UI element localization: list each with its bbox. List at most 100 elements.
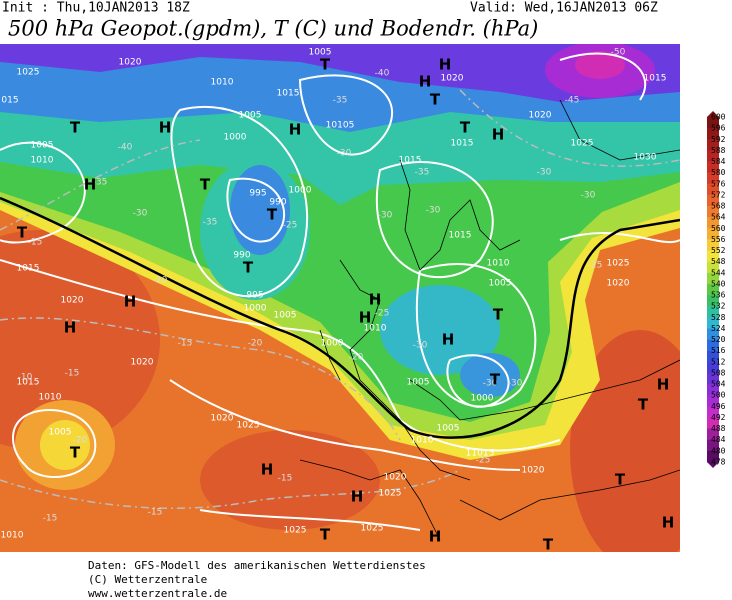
colorbar-segment	[707, 406, 719, 418]
pressure-label: 990	[269, 198, 286, 208]
valid-time: Valid: Wed,16JAN2013 06Z	[470, 1, 658, 16]
pressure-label: 1015	[451, 139, 474, 149]
pressure-center: T	[320, 56, 331, 74]
pressure-label: 1015	[399, 156, 422, 166]
colorbar-label: 536	[711, 291, 726, 300]
pressure-center: H	[84, 176, 97, 194]
colorbar-segment	[707, 194, 719, 207]
pressure-label: 1010	[39, 393, 62, 403]
colorbar-label: 484	[711, 435, 726, 444]
colorbar-label: 528	[711, 313, 726, 322]
pressure-label: 11015	[466, 449, 495, 459]
pressure-center: T	[493, 306, 504, 324]
colorbar-label: 504	[711, 380, 726, 389]
colorbar-label: 544	[711, 268, 726, 277]
temperature-label: -30	[581, 191, 596, 201]
temperature-label: -30	[378, 211, 393, 221]
pressure-center: T	[460, 119, 471, 137]
map-area	[0, 44, 680, 552]
pressure-label: 1020	[529, 111, 552, 121]
pressure-center: T	[615, 471, 626, 489]
colorbar-label: 488	[711, 424, 726, 433]
pressure-center: H	[369, 291, 382, 309]
pressure-label: 1010	[1, 531, 24, 541]
colorbar-segment	[707, 161, 719, 174]
pressure-label: 1010	[364, 324, 387, 334]
colorbar-label: 520	[711, 335, 726, 344]
colorbar-segment	[707, 139, 719, 151]
pressure-label: 10105	[326, 121, 355, 131]
colorbar-segment	[707, 328, 719, 341]
pressure-label: 1000	[321, 339, 344, 349]
pressure-label: 1005	[309, 48, 332, 58]
colorbar-segment	[707, 395, 719, 407]
temperature-label: -30	[508, 379, 523, 389]
temperature-label: -25	[588, 261, 603, 271]
pressure-label: 1000	[224, 133, 247, 143]
pressure-label: 1020	[441, 74, 464, 84]
colorbar-segment	[707, 295, 719, 307]
pressure-label: 1015	[644, 74, 667, 84]
temperature-label: -15	[43, 514, 58, 524]
colorbar-label: 480	[711, 446, 726, 455]
pressure-label: 1025	[284, 526, 307, 536]
colorbar-label: 568	[711, 202, 726, 211]
pressure-center: H	[419, 73, 432, 91]
pressure-label: 015	[1, 96, 18, 106]
pressure-label: 1025	[379, 489, 402, 499]
pressure-label: 1005	[407, 378, 430, 388]
temperature-label: -35	[93, 178, 108, 188]
pressure-label: 1020	[211, 414, 234, 424]
colorbar-label: 584	[711, 157, 726, 166]
colorbar-segment	[707, 339, 719, 352]
pressure-center: T	[70, 444, 81, 462]
colorbar-label: 496	[711, 402, 726, 411]
colorbar-segment	[707, 384, 719, 396]
temperature-label: -30	[133, 209, 148, 219]
pressure-label: 1005	[489, 279, 512, 289]
pressure-label: 1030	[634, 153, 657, 163]
temperature-label: -30	[413, 341, 428, 351]
colorbar-segment	[707, 228, 719, 240]
pressure-label: 1020	[384, 473, 407, 483]
colorbar-segment	[707, 350, 719, 363]
pressure-center: H	[159, 119, 172, 137]
colorbar-label: 500	[711, 391, 726, 400]
temperature-label: -20	[153, 276, 168, 286]
pressure-label: 1005	[49, 428, 72, 438]
colorbar-label: 580	[711, 168, 726, 177]
pressure-center: H	[289, 121, 302, 139]
colorbar-label: 540	[711, 279, 726, 288]
colorbar-label: 516	[711, 346, 726, 355]
pressure-label: 1015	[277, 89, 300, 99]
pressure-center: T	[490, 371, 501, 389]
map-title: 500 hPa Geopot.(gpdm), T (C) und Bodendr…	[8, 17, 538, 41]
pressure-center: H	[359, 309, 372, 327]
pressure-label: 1005	[31, 141, 54, 151]
pressure-center: H	[442, 331, 455, 349]
pressure-center: H	[261, 461, 274, 479]
temperature-label: -30	[537, 168, 552, 178]
colorbar-label: 492	[711, 413, 726, 422]
pressure-center: H	[662, 514, 675, 532]
pressure-center: T	[320, 526, 331, 544]
temperature-label: -25	[375, 309, 390, 319]
colorbar-label: 560	[711, 224, 726, 233]
temperature-label: -40	[118, 143, 133, 153]
colorbar-segment	[707, 128, 719, 140]
pressure-label: 1015	[449, 231, 472, 241]
pressure-label: 1025	[607, 259, 630, 269]
colorbar-label: 532	[711, 302, 726, 311]
pressure-center: H	[657, 376, 670, 394]
pressure-label: 1000	[471, 394, 494, 404]
colorbar-segment	[707, 217, 719, 229]
pressure-center: H	[64, 319, 77, 337]
colorbar-segment	[707, 417, 719, 430]
temperature-label: -30	[337, 149, 352, 159]
colorbar-label: 556	[711, 235, 726, 244]
temperature-label: -25	[476, 456, 491, 466]
colorbar-segment	[707, 439, 719, 452]
colorbar-label: 572	[711, 190, 726, 199]
temperature-label: -35	[333, 96, 348, 106]
